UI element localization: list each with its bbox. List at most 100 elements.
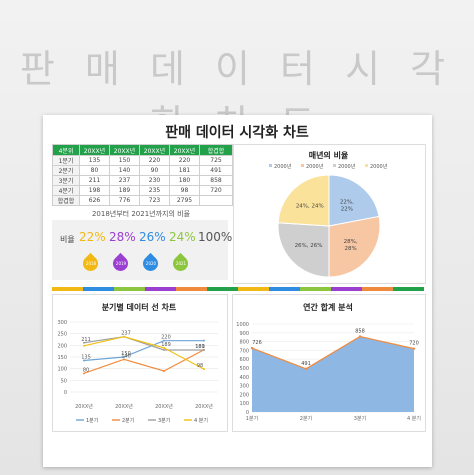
table-header-cell: 4분위 [52,144,80,156]
x-tick-label: 1분기 [246,415,258,422]
ratio-year-2021: 2021 [175,261,187,266]
pie-title: 매년의 비율 [308,151,349,160]
y-tick-label: 900 [239,331,249,337]
ratio-year-2019: 2019 [115,261,127,266]
line-series [83,340,204,362]
line-series [83,336,205,370]
table-header-cell: 20XX년 [169,144,200,156]
pie-chart: 2000년 2000년 2000년 2000년 22%,22% 28%,28% 26%, 2… [269,163,388,278]
table-row: 2분기 80 140 90 181 491 [52,165,233,176]
table-cell: 220 [139,155,170,166]
table-cell [199,195,233,206]
x-tick-label: 20XX년 [115,403,133,410]
pie-legend-label: 2000년 [338,163,356,170]
line-point [123,356,125,358]
stripe-segment [145,287,176,291]
pie-slice [328,215,381,278]
pie-slice-label: 28% [344,246,356,252]
y-tick-label: 600 [239,357,249,363]
table-cell: 725 [199,155,233,166]
x-tick-label: 20XX년 [195,403,213,410]
table-cell: 220 [169,155,200,166]
dashboard-title: 판매 데이터 시각화 차트 [165,125,309,141]
y-tick-label: 200 [57,343,67,349]
pie-slice-label: 24%, 24% [296,204,324,210]
y-tick-label: 150 [57,355,67,361]
pie-legend-swatch [269,164,272,167]
stripe-segment [176,287,207,291]
area-data-label: 491 [301,361,311,367]
table-cell: 135 [79,155,110,166]
line-point [83,341,85,344]
stripe-segment [269,287,300,291]
area-data-label: 858 [355,328,365,334]
line-chart-title: 분기별 데이터 선 차트 [101,303,177,312]
table-cell: 140 [109,165,140,176]
y-tick-label: 100 [239,401,249,407]
pie-slice [277,222,330,278]
table-header-cell: 합겹합 [199,144,233,156]
area-line [251,335,415,370]
table-cell: 98 [169,185,200,196]
area-fill [252,336,414,412]
table-row: 3분기 211 237 230 180 858 [52,175,233,186]
area-point [358,335,362,338]
table-header-row: 4분위 20XX년 20XX년 20XX년 20XX년 합겹합 [52,144,233,156]
line-legend-label: 4 분기 [194,417,208,424]
y-tick-label: 100 [57,367,67,373]
line-data-label: 180 [195,344,205,350]
stripe-segment [300,287,331,291]
line-point [83,359,85,362]
y-tick-label: 300 [239,384,249,390]
table-cell: 3분기 [52,175,80,186]
ratio-total: 100% [198,230,233,244]
y-tick-label: 50 [61,378,67,384]
line-data-label: 135 [81,355,91,361]
line-data-label: 220 [161,335,171,341]
table-cell: 211 [79,175,110,186]
line-point [123,335,125,338]
line-chart-panel [52,294,228,432]
pie-legend-swatch [333,164,336,167]
table-cell: 150 [109,155,140,166]
table-cell: 181 [169,165,200,176]
pie-legend-label: 2000년 [306,163,324,170]
line-data-label: 181 [195,344,205,350]
line-point [123,358,125,361]
y-tick-label: 1000 [236,322,249,328]
area-chart-title: 연간 합계 분석 [303,303,353,312]
ratio-pct-2021: 24% [169,230,196,244]
ratio-year-2018: 2018 [85,261,97,266]
ratio-pct-2020: 26% [139,230,166,244]
x-tick-label: 2분기 [300,415,312,422]
table-cell: 237 [109,175,140,186]
pie-slice-label: 28%, [344,239,358,245]
line-data-label: 80 [83,367,89,373]
table-cell: 230 [139,175,170,186]
ratio-year-2020: 2020 [145,261,157,266]
area-chart: 0 100 200 300 400 500 600 700 800 900 1000 726 1분기 49… [236,322,421,422]
line-point [83,344,85,347]
line-point [203,349,205,351]
line-data-label: 211 [81,337,91,343]
x-tick-label: 20XX년 [155,403,173,410]
line-point [163,349,165,351]
line-legend-label: 1분기 [86,417,98,424]
stripe-segment [83,287,114,291]
y-tick-label: 0 [64,390,67,396]
y-tick-label: 800 [239,340,249,346]
ratio-title: 2018년부터 2021년까지의 비율 [91,210,191,218]
line-point [203,368,205,371]
pie-legend-label: 2000년 [274,163,292,170]
table-header-cell: 20XX년 [109,144,140,156]
table-cell: 626 [79,195,110,206]
line-legend-label: 2분기 [122,417,134,424]
y-tick-label: 500 [239,366,249,372]
table-row: 합겹합 626 776 723 2795 [52,195,233,206]
line-point [203,339,205,342]
table-cell: 90 [139,165,170,176]
table-cell: 80 [79,165,110,176]
table-cell: 723 [139,195,170,206]
table-cell: 235 [139,185,170,196]
table-cell: 189 [109,185,140,196]
